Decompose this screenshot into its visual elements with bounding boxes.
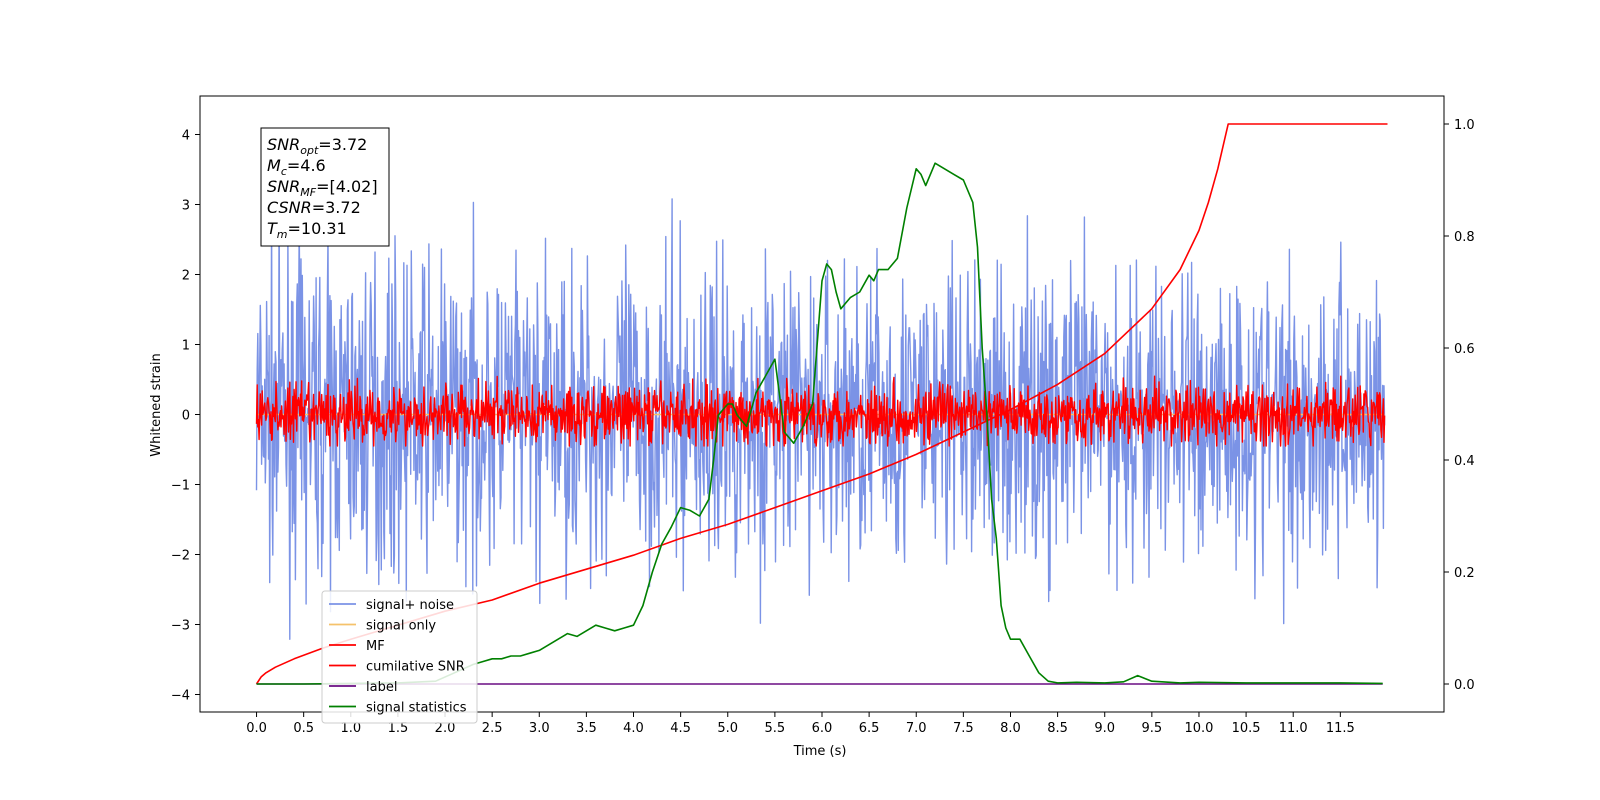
y-right-tick-label: 1.0: [1454, 118, 1475, 133]
legend-label: signal statistics: [366, 701, 467, 716]
x-tick-label: 11.0: [1279, 721, 1308, 736]
y-right-tick-label: 0.0: [1454, 678, 1475, 693]
x-tick-label: 3.0: [529, 721, 550, 736]
x-tick-label: 8.0: [1000, 721, 1021, 736]
x-tick-label: 6.5: [859, 721, 880, 736]
x-tick-label: 11.5: [1326, 721, 1355, 736]
traces: [255, 123, 1388, 685]
series-mf: [255, 375, 1386, 447]
y-left-tick-label: −2: [171, 549, 190, 564]
info-mc: Mc=4.6: [267, 156, 326, 178]
y-axis-right: 1.0 0.8 0.6 0.4 0.2 0.0: [1444, 118, 1475, 693]
info-snr-mf: SNRMF=[4.02]: [267, 177, 378, 199]
x-tick-label: 6.0: [812, 721, 833, 736]
x-tick-label: 9.5: [1142, 721, 1163, 736]
x-tick-label: 2.0: [435, 721, 456, 736]
y-left-tick-label: −3: [171, 619, 190, 634]
x-tick-label: 10.0: [1184, 721, 1213, 736]
x-tick-label: 5.0: [717, 721, 738, 736]
y-right-tick-label: 0.4: [1454, 454, 1475, 469]
y-right-tick-label: 0.2: [1454, 566, 1475, 581]
y-axis-title: Whitened strain: [149, 353, 164, 456]
info-snr-opt: SNRopt=3.72: [267, 135, 367, 157]
x-tick-label: 4.0: [623, 721, 644, 736]
y-right-tick-label: 0.6: [1454, 342, 1475, 357]
legend-label: signal+ noise: [366, 598, 454, 613]
legend: signal+ noise signal only MF cumilative SNR…: [321, 590, 478, 724]
series-signal-statistics: [256, 162, 1383, 685]
x-tick-label: 5.5: [765, 721, 786, 736]
x-tick-label: 3.5: [576, 721, 597, 736]
y-left-tick-label: −1: [171, 479, 190, 494]
y-right-tick-label: 0.8: [1454, 230, 1475, 245]
y-left-tick-label: 1: [182, 339, 190, 354]
legend-label: signal only: [366, 619, 436, 634]
y-axis-left: 4 3 2 1 0 −1 −2 −3 −4: [171, 129, 200, 704]
x-axis: 0.0 0.5 1.0 1.5 2.0 2.5 3.0 3.5 4.0 4.5 5.0 5.5 6.0 6…: [246, 712, 1355, 736]
x-tick-label: 1.0: [340, 721, 361, 736]
x-tick-label: 0.0: [246, 721, 267, 736]
x-tick-label: 7.0: [906, 721, 927, 736]
x-tick-label: 8.5: [1047, 721, 1068, 736]
info-csnr: CSNR=3.72: [267, 198, 361, 217]
y-left-tick-label: 0: [182, 409, 190, 424]
x-tick-label: 7.5: [953, 721, 974, 736]
y-left-tick-label: 2: [182, 269, 190, 284]
x-tick-label: 9.0: [1094, 721, 1115, 736]
legend-label: label: [366, 680, 397, 695]
legend-label: cumilative SNR: [366, 660, 465, 675]
x-tick-label: 10.5: [1232, 721, 1261, 736]
x-tick-label: 2.5: [482, 721, 503, 736]
x-tick-label: 0.5: [293, 721, 314, 736]
series-cumilative-snr: [255, 123, 1388, 685]
x-tick-label: 1.5: [388, 721, 409, 736]
x-tick-label: 4.5: [670, 721, 691, 736]
y-left-tick-label: 3: [182, 199, 190, 214]
x-axis-title: Time (s): [793, 744, 847, 759]
y-left-tick-label: 4: [182, 129, 190, 144]
legend-label: MF: [366, 639, 385, 654]
y-left-tick-label: −4: [171, 689, 190, 704]
info-box: SNRopt=3.72 Mc=4.6 SNRMF=[4.02] CSNR=3.7…: [260, 127, 390, 247]
info-tm: Tm=10.31: [267, 219, 347, 241]
